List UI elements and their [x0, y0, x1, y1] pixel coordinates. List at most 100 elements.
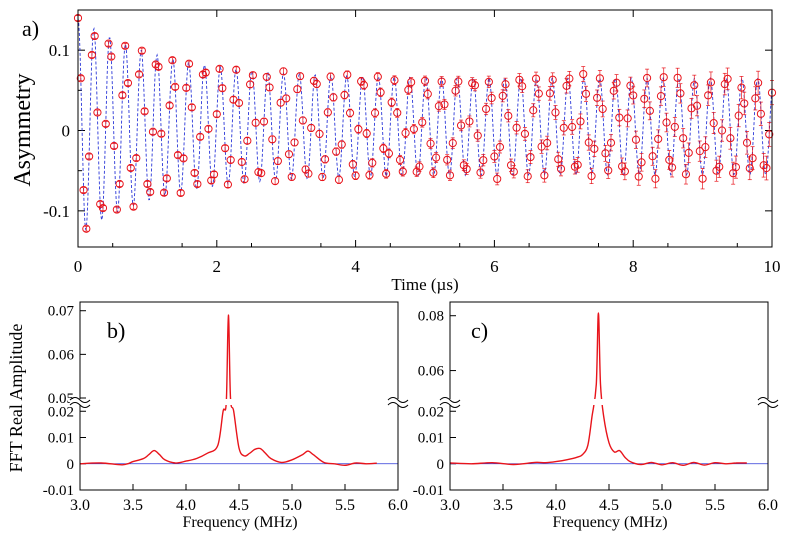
a-data-point	[537, 139, 546, 154]
a-marker	[740, 99, 749, 108]
a-data-point	[681, 164, 691, 185]
a-data-point	[462, 163, 471, 175]
a-marker	[154, 62, 163, 71]
a-marker	[118, 91, 127, 100]
a-marker	[243, 136, 252, 145]
a-data-point	[187, 103, 196, 112]
a-marker	[659, 73, 668, 82]
a-marker	[598, 104, 607, 114]
a-marker	[587, 171, 596, 181]
a-marker	[132, 154, 141, 163]
a-data-point	[429, 167, 438, 179]
a-data-point	[376, 87, 385, 97]
a-marker	[648, 152, 657, 161]
fft-ytick-label: 0.05	[48, 391, 74, 407]
a-data-point	[182, 83, 191, 92]
a-marker	[257, 169, 266, 178]
a-data-point	[351, 171, 360, 180]
a-marker	[165, 101, 174, 110]
a-marker	[645, 106, 654, 115]
fft-break-gap	[70, 399, 408, 405]
a-marker	[512, 123, 521, 132]
a-data-point	[384, 148, 394, 159]
a-data-point	[534, 86, 543, 101]
a-data-point	[601, 145, 610, 162]
a-data-point	[190, 168, 199, 178]
a-data-point	[470, 79, 480, 92]
fft-ytick-label: 0.01	[48, 431, 74, 447]
a-data-point	[587, 167, 596, 185]
a-data-point	[645, 101, 654, 121]
a-marker	[704, 91, 713, 100]
a-marker	[343, 70, 352, 79]
a-marker	[115, 179, 124, 189]
a-marker	[706, 78, 716, 87]
a-data-point	[243, 136, 252, 145]
a-data-point	[401, 128, 410, 138]
fft-ytick-label: 0.02	[48, 404, 74, 420]
a-marker	[85, 152, 94, 161]
a-data-point	[620, 162, 629, 181]
a-data-point	[440, 98, 449, 110]
a-marker	[295, 72, 305, 81]
a-data-point	[548, 72, 557, 88]
a-marker	[334, 175, 344, 184]
a-marker	[698, 174, 707, 183]
a-data-point	[82, 224, 91, 233]
a-marker	[418, 118, 427, 127]
a-marker	[559, 123, 568, 132]
a-marker	[379, 144, 388, 153]
a-data-point	[615, 108, 624, 127]
a-marker	[221, 144, 230, 153]
a-data-point	[415, 161, 424, 172]
a-ytick-label: -0.1	[43, 202, 70, 221]
a-data-point	[493, 172, 502, 186]
a-data-point	[318, 172, 327, 182]
a-data-point	[568, 119, 577, 135]
a-data-point	[687, 98, 696, 119]
a-data-point	[268, 135, 277, 144]
a-marker	[109, 141, 119, 151]
a-marker	[754, 78, 763, 87]
a-marker	[270, 177, 280, 186]
a-marker	[498, 91, 507, 100]
a-marker	[365, 170, 374, 180]
a-data-point	[332, 147, 341, 156]
a-data-point	[481, 102, 491, 116]
a-data-point	[420, 75, 430, 87]
a-data-point	[434, 100, 443, 112]
a-marker	[204, 124, 213, 133]
a-data-point	[520, 127, 530, 141]
a-marker	[751, 94, 760, 103]
a-data-point	[659, 67, 668, 87]
a-marker	[393, 108, 402, 117]
panel-b-xlabel: Frequency (MHz)	[182, 514, 297, 531]
panel-b-axes-ticks: 3.0 3.5 4.0 4.5 5.0 5.5 6.0 -0.01 0 0.01 0.020.05 0…	[43, 304, 408, 514]
a-data-point	[670, 116, 679, 137]
a-data-point	[290, 138, 299, 147]
a-marker	[670, 122, 679, 131]
a-marker	[726, 134, 735, 143]
a-data-point	[143, 179, 152, 189]
a-marker	[540, 171, 549, 180]
a-marker	[140, 107, 149, 116]
fft-ytick-label: 0.02	[418, 404, 444, 420]
a-marker	[226, 155, 235, 165]
a-marker	[273, 156, 282, 166]
a-data-point	[212, 110, 221, 119]
a-data-point	[179, 154, 188, 163]
a-data-point	[456, 119, 466, 132]
a-marker	[268, 135, 277, 144]
fft-ytick-label: 0.06	[418, 364, 445, 380]
fft-break-squiggle	[387, 397, 409, 403]
a-marker	[676, 89, 685, 98]
fft-xtick-label: 6.0	[388, 497, 408, 514]
a-marker	[620, 167, 629, 176]
panel-c: c) 3.0 3.5 4.0 4.5 5.0 5.5 6.0 -0.01 0 0.01 0.02 0.…	[413, 301, 779, 531]
fft-break-squiggle	[439, 397, 461, 403]
a-data-point	[382, 169, 391, 179]
a-marker	[581, 89, 591, 98]
a-data-point	[154, 62, 163, 71]
a-marker	[123, 78, 133, 88]
a-data-point	[604, 162, 613, 179]
